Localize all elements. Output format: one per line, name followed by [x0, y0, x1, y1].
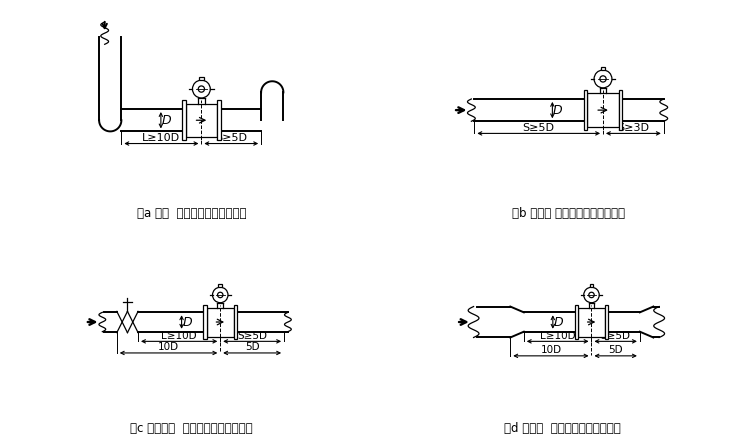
Text: L≥10D: L≥10D	[142, 133, 181, 143]
Text: S≥3D: S≥3D	[617, 123, 650, 132]
Bar	[619, 90, 622, 130]
Circle shape	[594, 70, 612, 88]
Bar	[218, 284, 222, 287]
Text: 图b 水平管 前、后直管段长度要求: 图b 水平管 前、后直管段长度要求	[512, 207, 625, 220]
Circle shape	[212, 287, 228, 303]
Circle shape	[584, 287, 599, 303]
Text: 图a 弯管  前、后直管段长度要求: 图a 弯管 前、后直管段长度要求	[136, 207, 246, 220]
Bar	[574, 305, 578, 339]
Text: D: D	[161, 114, 171, 127]
Bar	[590, 284, 593, 287]
Text: 5D: 5D	[608, 345, 623, 355]
Text: 图c 阀门下游  前、后直管段长度要求: 图c 阀门下游 前、后直管段长度要求	[130, 422, 253, 435]
Bar	[207, 307, 234, 337]
Text: 5D: 5D	[244, 342, 260, 352]
Text: S≥5D: S≥5D	[215, 133, 248, 143]
Text: 10D: 10D	[158, 342, 179, 352]
Bar	[186, 104, 217, 137]
Bar	[234, 305, 237, 339]
Bar	[578, 307, 605, 337]
Circle shape	[193, 80, 210, 98]
Text: D: D	[182, 315, 192, 329]
Text: D: D	[553, 104, 562, 117]
Text: 图d 扩口管  前、后直管段长度要求: 图d 扩口管 前、后直管段长度要求	[504, 422, 621, 435]
Bar	[584, 90, 587, 130]
Circle shape	[600, 76, 606, 82]
Text: L≥10D: L≥10D	[161, 330, 197, 341]
Text: S≥5D: S≥5D	[601, 330, 631, 341]
Text: L≥10D: L≥10D	[540, 330, 575, 341]
Circle shape	[589, 292, 594, 298]
Circle shape	[217, 292, 223, 298]
Bar	[601, 67, 605, 70]
Text: 10D: 10D	[540, 345, 562, 355]
Text: S≥5D: S≥5D	[237, 330, 267, 341]
Text: D: D	[554, 315, 563, 329]
Bar	[203, 305, 207, 339]
Bar	[200, 77, 203, 80]
Text: S≥5D: S≥5D	[523, 123, 555, 132]
Bar	[182, 100, 186, 140]
Bar	[587, 93, 619, 127]
Bar	[605, 305, 608, 339]
Bar	[217, 100, 220, 140]
Circle shape	[198, 86, 205, 92]
